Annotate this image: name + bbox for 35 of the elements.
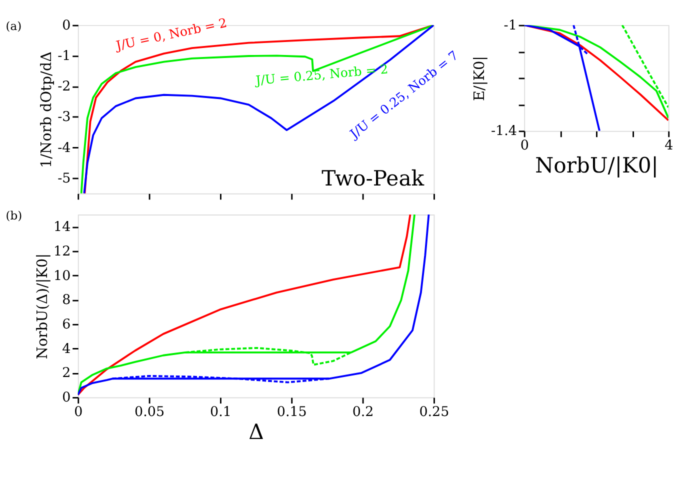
y-tick-label: 12 [54,244,71,260]
x-axis-title: NorbU/|K0| [535,152,658,178]
x-tick-label: 0.25 [419,405,450,420]
x-tick-label: 0 [74,405,83,420]
y-tick-label: 10 [54,268,71,284]
y-tick-label: -1 [504,18,517,34]
y-tick-label: -1 [58,49,71,64]
y-tick-label: -4 [58,140,71,156]
y-axis-title: 1/Norb dOtp/dΔ [38,51,55,168]
y-tick-label: 0 [62,390,71,406]
y-tick-label: -2 [58,80,71,95]
x-tick-label: 0.1 [210,405,232,420]
x-axis-title: Δ [248,419,264,444]
y-tick-label: -3 [58,110,71,126]
y-tick-label: 6 [62,318,71,333]
y-tick-label: -5 [58,171,71,186]
x-tick-label: 0.2 [352,405,374,420]
annotation: Two-Peak [322,166,424,191]
y-tick-label: 0 [62,18,71,34]
y-tick-label: -1.4 [490,124,517,140]
x-tick-label: 0.05 [134,405,165,420]
line-series [184,346,352,366]
y-tick-label: 2 [62,366,71,382]
text: (b) [6,208,22,222]
y-tick-label: 4 [62,342,71,357]
series-label: J/U = 0.25, Norb = 2 [253,61,389,88]
y-tick-label: 14 [54,220,71,236]
y-axis-title: NorbU(Δ)/|K0| [34,254,51,360]
x-tick-label: 0.15 [276,405,307,420]
text: (a) [6,18,22,33]
line-series [112,374,330,384]
text: J/U = 0, Norb = 2 [112,14,228,54]
y-axis-title: E/|K0| [472,56,488,101]
y-tick-label: 8 [62,293,71,308]
line-series [524,25,600,131]
